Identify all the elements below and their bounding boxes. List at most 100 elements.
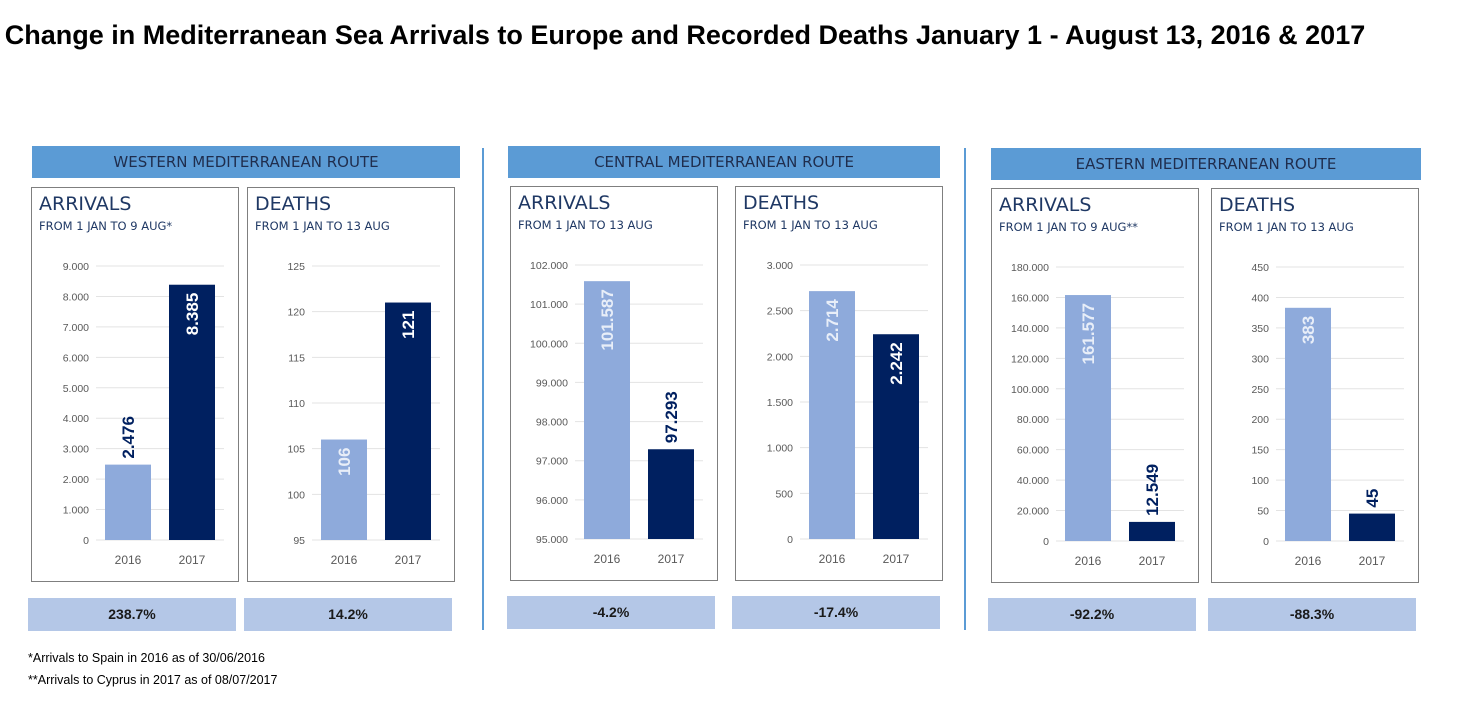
chart-panel-arrivals: ARRIVALS FROM 1 JAN TO 9 AUG** 0 20.000 40.… (991, 188, 1199, 583)
y-tick-label: 6.000 (63, 352, 89, 364)
chart-panel-deaths: DEATHS FROM 1 JAN TO 13 AUG 0 500 1.000 1.50… (735, 186, 943, 581)
y-tick-label: 100.000 (530, 338, 568, 350)
y-tick-label: 115 (288, 352, 305, 364)
chart-panel-arrivals: ARRIVALS FROM 1 JAN TO 9 AUG* 0 1.000 2.000… (31, 187, 239, 582)
y-tick-label: 105 (287, 444, 305, 456)
divider (964, 148, 966, 630)
chart-title: ARRIVALS (39, 193, 132, 215)
bar-2017 (169, 284, 215, 540)
data-label: 8.385 (183, 293, 202, 336)
bar-2017 (873, 334, 919, 539)
y-tick-label: 40.000 (1017, 475, 1049, 487)
y-tick-label: 95.000 (536, 534, 568, 546)
x-tick-label: 2017 (179, 553, 206, 567)
bar-2016 (321, 439, 367, 540)
y-tick-label: 1.500 (767, 397, 793, 409)
chart-subtitle: FROM 1 JAN TO 9 AUG* (39, 219, 173, 233)
y-tick-label: 3.000 (767, 260, 793, 272)
bar-2017 (648, 449, 694, 539)
x-tick-label: 2017 (1359, 554, 1386, 568)
y-tick-label: 8.000 (63, 291, 89, 303)
percent-change-box: 238.7% (28, 598, 236, 631)
percent-change-box: -92.2% (988, 598, 1196, 631)
bar-chart: 95.000 96.000 97.000 98.000 99.000 100.000 101… (530, 260, 703, 566)
data-label: 121 (399, 311, 418, 339)
data-label: 97.293 (662, 391, 681, 443)
y-tick-label: 1.000 (63, 505, 89, 517)
footnote-cyprus: **Arrivals to Cyprus in 2017 as of 08/07… (28, 673, 278, 687)
bar-chart: 95 100 105 110 115 120 125 106 2016 121 2017 (287, 261, 440, 567)
data-label: 2.714 (823, 299, 842, 342)
y-tick-label: 500 (775, 488, 793, 500)
chart-subtitle: FROM 1 JAN TO 9 AUG** (999, 220, 1138, 234)
percent-change-box: -17.4% (732, 596, 940, 629)
y-tick-label: 5.000 (63, 383, 89, 395)
data-label: 383 (1299, 316, 1318, 344)
bar-2017 (385, 302, 431, 540)
y-tick-label: 350 (1251, 323, 1269, 335)
chart-subtitle: FROM 1 JAN TO 13 AUG (743, 218, 878, 232)
y-tick-label: 0 (1043, 536, 1049, 548)
y-tick-label: 101.000 (530, 299, 568, 311)
chart-title: ARRIVALS (999, 194, 1092, 216)
bar-2016 (809, 291, 855, 539)
chart-subtitle: FROM 1 JAN TO 13 AUG (1219, 220, 1354, 234)
bar-2017 (1129, 521, 1175, 541)
y-tick-label: 300 (1251, 353, 1269, 365)
chart-panel-arrivals: ARRIVALS FROM 1 JAN TO 13 AUG 95.000 96.00… (510, 186, 718, 581)
y-tick-label: 2.500 (767, 306, 793, 318)
chart-panel-deaths: DEATHS FROM 1 JAN TO 13 AUG 0 50 100 150 200 2… (1211, 188, 1419, 583)
x-tick-label: 2016 (331, 553, 358, 567)
bar-chart: 0 500 1.000 1.500 2.000 2.500 3.000 2.714 2016 2.… (767, 260, 928, 566)
y-tick-label: 100.000 (1011, 384, 1049, 396)
y-tick-label: 80.000 (1017, 414, 1049, 426)
data-label: 45 (1363, 489, 1382, 508)
bar-2016 (584, 281, 630, 539)
y-tick-label: 60.000 (1017, 445, 1049, 457)
percent-change-box: -88.3% (1208, 598, 1416, 631)
y-tick-label: 125 (287, 261, 305, 273)
bar-2016 (1065, 295, 1111, 541)
bar-chart: 0 1.000 2.000 3.000 4.000 5.000 6.000 7.000 8.00… (63, 261, 224, 567)
y-tick-label: 450 (1251, 262, 1269, 274)
bar-2016 (105, 464, 151, 540)
route-header-western: WESTERN MEDITERRANEAN ROUTE (32, 146, 460, 178)
y-tick-label: 3.000 (63, 444, 89, 456)
x-tick-label: 2016 (594, 552, 621, 566)
y-tick-label: 150 (1251, 445, 1269, 457)
y-tick-label: 2.000 (767, 351, 793, 363)
x-tick-label: 2017 (1139, 554, 1166, 568)
data-label: 106 (335, 448, 354, 476)
y-tick-label: 2.000 (63, 474, 89, 486)
data-label: 101.587 (598, 289, 617, 350)
percent-change-box: 14.2% (244, 598, 452, 631)
data-label: 2.242 (887, 342, 906, 385)
bar-chart: 0 50 100 150 200 250 300 350 400 450 383 2016 45 2017 (1251, 262, 1404, 568)
chart-title: DEATHS (255, 193, 332, 215)
y-tick-label: 250 (1251, 384, 1269, 396)
footnote-spain: *Arrivals to Spain in 2016 as of 30/06/2… (28, 651, 265, 665)
y-tick-label: 7.000 (63, 322, 89, 334)
percent-change-box: -4.2% (507, 596, 715, 629)
x-tick-label: 2017 (658, 552, 685, 566)
route-header-central: CENTRAL MEDITERRANEAN ROUTE (508, 146, 940, 178)
y-tick-label: 97.000 (536, 456, 568, 468)
chart-title: DEATHS (1219, 194, 1296, 216)
data-label: 161.577 (1079, 303, 1098, 364)
divider (482, 148, 484, 630)
page-title: Change in Mediterranean Sea Arrivals to … (4, 20, 1366, 50)
y-tick-label: 0 (1263, 536, 1269, 548)
y-tick-label: 0 (787, 534, 793, 546)
y-tick-label: 96.000 (536, 495, 568, 507)
y-tick-label: 180.000 (1011, 262, 1049, 274)
bar-chart: 0 20.000 40.000 60.000 80.000 100.000 120.000 1… (1011, 262, 1184, 568)
data-label: 12.549 (1143, 464, 1162, 516)
y-tick-label: 9.000 (63, 261, 89, 273)
y-tick-label: 100 (1251, 475, 1269, 487)
x-tick-label: 2016 (819, 552, 846, 566)
chart-title: ARRIVALS (518, 192, 611, 214)
y-tick-label: 0 (83, 535, 89, 547)
y-tick-label: 120.000 (1011, 353, 1049, 365)
x-tick-label: 2016 (1295, 554, 1322, 568)
x-tick-label: 2017 (395, 553, 422, 567)
